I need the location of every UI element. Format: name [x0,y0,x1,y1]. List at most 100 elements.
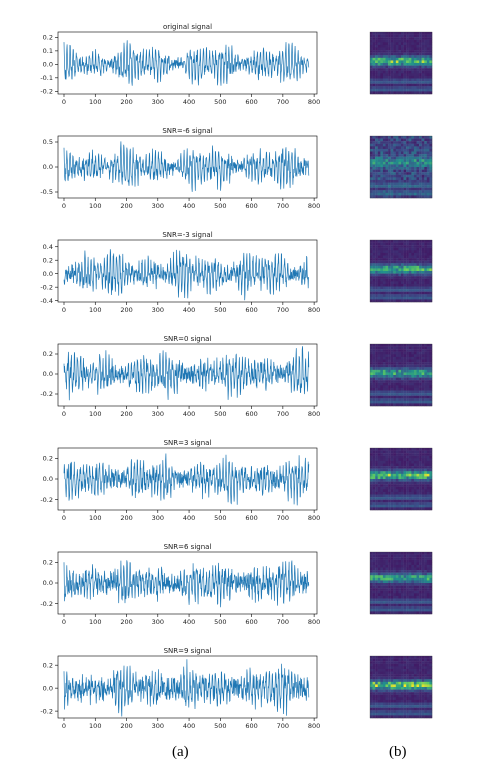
heatmap-cell [380,450,384,454]
heatmap-cell [370,697,373,701]
heatmap-cell [408,141,412,144]
heatmap-cell [372,148,376,152]
heatmap-cell [419,34,422,38]
heatmap-cell [385,702,389,706]
heatmap-cell [416,382,420,386]
heatmap-cell [380,192,384,196]
heatmap-cell [388,344,391,347]
heatmap-cell [421,453,425,456]
heatmap-cell [406,455,409,459]
heatmap-cell [419,57,422,61]
heatmap-cell [388,242,391,246]
heatmap-cell [372,580,376,584]
heatmap-cell [401,263,404,267]
heatmap-cell [403,694,407,698]
heatmap-cell [419,299,422,303]
heatmap-cell [370,252,373,256]
heatmap-cell [398,595,402,599]
heatmap-cell [393,47,397,51]
heatmap-cell [377,466,381,469]
heatmap-cell [419,164,422,168]
heatmap-cell [426,356,430,360]
heatmap-cell [372,161,376,165]
heatmap-cell [416,247,420,251]
heatmap-cell [372,380,376,383]
heatmap-cell [421,387,425,391]
heatmap-cell [393,299,397,303]
heatmap-cell [390,37,394,40]
heatmap-cell [426,681,430,685]
heatmap-cell [411,393,415,396]
heatmap-cell [390,83,394,87]
heatmap-cell [382,273,386,277]
heatmap-cell [413,585,417,589]
heatmap-cell [393,468,397,472]
heatmap-cell [411,572,415,576]
heatmap-cell [370,356,373,360]
heatmap-cell [388,570,391,573]
heatmap-cell [372,608,376,612]
heatmap-cell [424,448,428,451]
heatmap-cell [424,172,428,175]
heatmap-cell [385,479,389,482]
heatmap-cell [390,684,394,688]
heatmap-cell [426,481,430,485]
heatmap-cell [419,494,422,498]
heatmap-cell [421,169,425,173]
heatmap-cell [370,570,373,573]
heatmap-cell [401,174,404,178]
heatmap-cell [380,598,384,602]
heatmap-cell [377,250,381,254]
heatmap-cell [408,161,412,165]
heatmap-cell [403,580,407,584]
heatmap-cell [390,245,394,248]
heatmap-cell [372,192,376,196]
heatmap-cell [408,354,412,358]
heatmap-cell [385,575,389,579]
heatmap-cell [393,141,397,144]
heatmap-cell [411,252,415,256]
heatmap-cell [413,283,417,287]
heatmap-cell [406,255,409,259]
heatmap-cell [388,91,391,95]
heatmap-cell [419,705,422,708]
heatmap-cell [377,486,381,490]
heatmap-cell [416,32,420,35]
heatmap-cell [382,250,386,254]
heatmap-cell [388,504,391,508]
heatmap-cell [411,185,415,188]
heatmap-cell [403,367,407,371]
heatmap-cell [429,473,433,477]
heatmap-cell [388,567,391,571]
heatmap-cell [426,393,430,396]
heatmap-cell [421,712,425,716]
heatmap-cell [388,608,391,612]
heatmap-cell [419,252,422,256]
heatmap-cell [390,294,394,298]
heatmap-cell [401,687,404,690]
heatmap-cell [393,377,397,381]
heatmap-cell [426,702,430,706]
heatmap-cell [375,692,378,695]
heatmap-cell [372,585,376,589]
heatmap-cell [390,151,394,155]
heatmap-cell [370,557,373,560]
heatmap-cell [401,712,404,716]
heatmap-cell [372,255,376,259]
heatmap-cell [398,674,402,677]
heatmap-cell [395,70,399,74]
heatmap-cell [416,78,420,82]
heatmap-cell [398,289,402,292]
heatmap-cell [426,136,430,139]
heatmap-cell [390,240,394,243]
heatmap-cell [390,367,394,371]
heatmap-cell [424,380,428,383]
heatmap-cell [419,497,422,500]
heatmap-cell [429,390,433,394]
heatmap-cell [406,70,409,74]
heatmap-cell [419,455,422,459]
heatmap-cell [375,479,378,482]
heatmap-cell [421,367,425,371]
heatmap-cell [385,572,389,576]
chart-title-0: original signal [163,23,212,31]
